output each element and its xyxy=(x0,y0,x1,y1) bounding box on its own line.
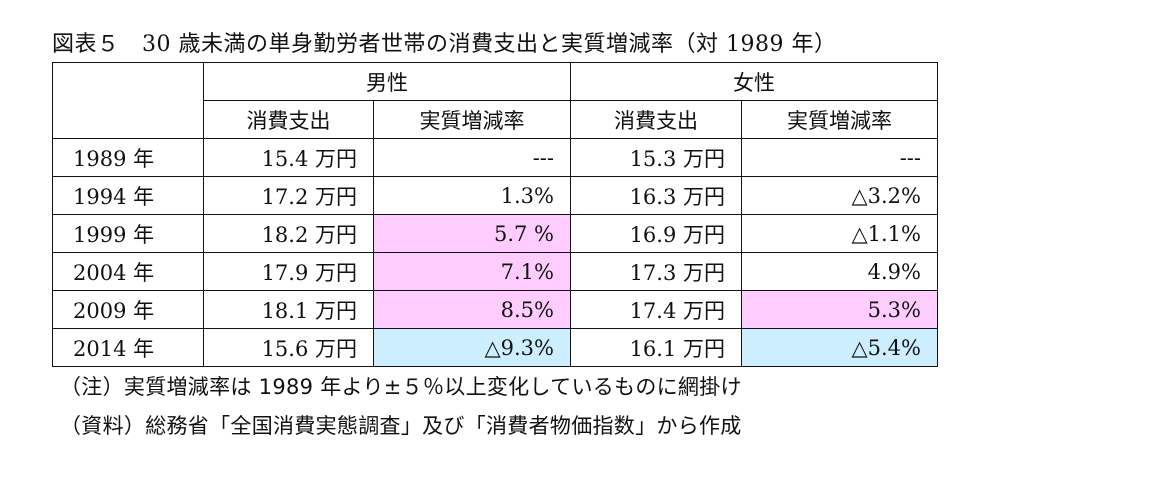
female-spend-cell: 17.3 万円 xyxy=(570,252,742,291)
col-header-female-spend: 消費支出 xyxy=(570,100,742,139)
table-row: 2014 年 15.6 万円 △9.3% 16.1 万円 △5.4% xyxy=(52,328,938,367)
male-rate-cell: --- xyxy=(373,138,571,177)
male-spend-cell: 18.1 万円 xyxy=(203,290,374,329)
female-spend-cell: 15.3 万円 xyxy=(570,138,742,177)
female-rate-cell: △1.1% xyxy=(741,214,938,253)
female-rate-cell: 4.9% xyxy=(741,252,938,291)
year-cell: 2004 年 xyxy=(52,252,204,291)
col-header-female-rate: 実質増減率 xyxy=(741,100,938,139)
footnote: （注）実質増減率は 1989 年より±５％以上変化しているものに網掛け xyxy=(60,375,742,399)
table-row: 1989 年 15.4 万円 --- 15.3 万円 --- xyxy=(52,138,938,177)
col-header-male-spend: 消費支出 xyxy=(203,100,374,139)
year-cell: 1999 年 xyxy=(52,214,204,253)
year-cell: 1989 年 xyxy=(52,138,204,177)
female-spend-cell: 16.1 万円 xyxy=(570,328,742,367)
figure-title: 図表５ 30 歳未満の単身勤労者世帯の消費支出と実質増減率（対 1989 年） xyxy=(52,32,837,57)
header-row-groups: 男性 女性 xyxy=(52,62,938,139)
source-note: （資料）総務省「全国消費実態調査」及び「消費者物価指数」から作成 xyxy=(60,414,742,438)
female-rate-cell: --- xyxy=(741,138,938,177)
male-spend-cell: 18.2 万円 xyxy=(203,214,374,253)
col-header-male-rate: 実質増減率 xyxy=(373,100,571,139)
male-rate-cell-highlight: 5.7 % xyxy=(373,214,571,253)
female-rate-cell-highlight: △5.4% xyxy=(741,328,938,367)
year-cell: 2009 年 xyxy=(52,290,204,329)
female-spend-cell: 16.3 万円 xyxy=(570,176,742,215)
table-row: 1999 年 18.2 万円 5.7 % 16.9 万円 △1.1% xyxy=(52,214,938,253)
female-spend-cell: 16.9 万円 xyxy=(570,214,742,253)
male-rate-cell-highlight: △9.3% xyxy=(373,328,571,367)
year-cell: 2014 年 xyxy=(52,328,204,367)
male-spend-cell: 15.6 万円 xyxy=(203,328,374,367)
male-rate-cell-highlight: 7.1% xyxy=(373,252,571,291)
male-rate-cell: 1.3% xyxy=(373,176,571,215)
female-rate-cell: △3.2% xyxy=(741,176,938,215)
male-spend-cell: 17.2 万円 xyxy=(203,176,374,215)
group-header-female: 女性 xyxy=(570,62,938,101)
male-spend-cell: 17.9 万円 xyxy=(203,252,374,291)
corner-cell xyxy=(52,62,204,139)
table-row: 1994 年 17.2 万円 1.3% 16.3 万円 △3.2% xyxy=(52,176,938,215)
female-spend-cell: 17.4 万円 xyxy=(570,290,742,329)
male-rate-cell-highlight: 8.5% xyxy=(373,290,571,329)
table-row: 2004 年 17.9 万円 7.1% 17.3 万円 4.9% xyxy=(52,252,938,291)
data-table: 男性 女性 消費支出 実質増減率 消費支出 実質増減率 1989 年 15.4 … xyxy=(52,62,938,367)
female-rate-cell-highlight: 5.3% xyxy=(741,290,938,329)
table-row: 2009 年 18.1 万円 8.5% 17.4 万円 5.3% xyxy=(52,290,938,329)
male-spend-cell: 15.4 万円 xyxy=(203,138,374,177)
group-header-male: 男性 xyxy=(203,62,571,101)
year-cell: 1994 年 xyxy=(52,176,204,215)
